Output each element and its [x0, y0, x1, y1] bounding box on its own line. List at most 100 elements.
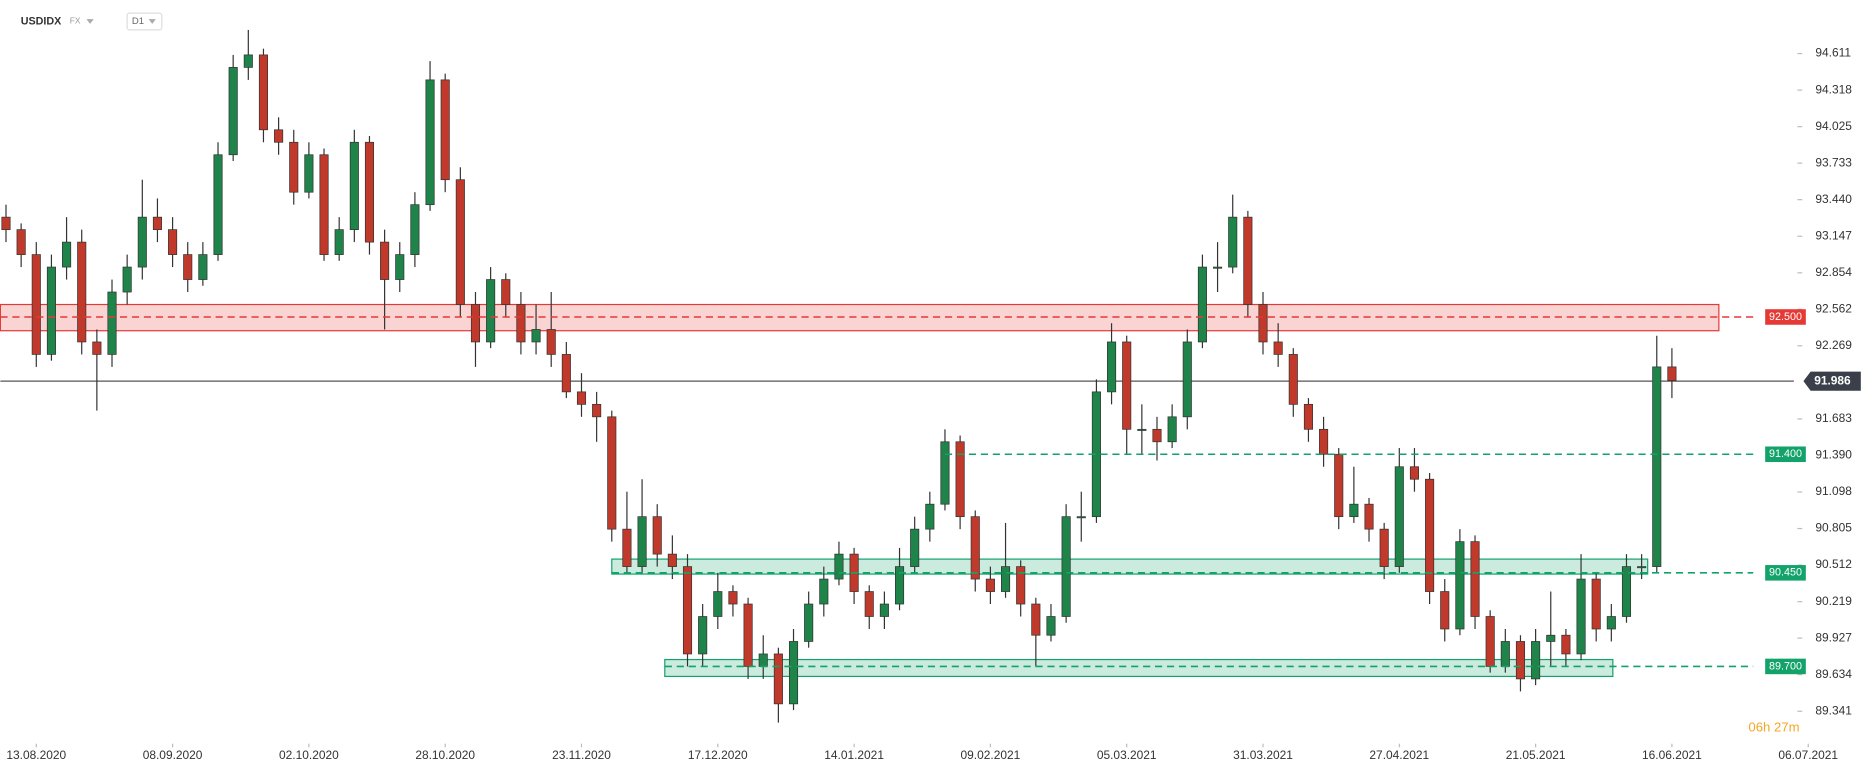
candle-body — [894, 566, 905, 605]
candle-body — [1349, 503, 1359, 518]
x-tick-label: 09.02.2021 — [961, 748, 1021, 762]
x-tick-label: 08.09.2020 — [143, 748, 203, 762]
candle-body — [1394, 466, 1404, 567]
candle-body — [1061, 516, 1071, 617]
y-tick-label: 91.098 — [1815, 484, 1852, 498]
candle-body — [1076, 516, 1086, 519]
candle-body — [652, 516, 662, 555]
level-label-bg — [1765, 309, 1806, 325]
candle-body — [107, 291, 117, 355]
candle-body — [713, 591, 723, 617]
candle-body — [152, 216, 162, 230]
candle-body — [637, 516, 647, 567]
x-tick-label: 16.06.2021 — [1642, 748, 1702, 762]
market: FX — [70, 16, 81, 26]
candle-body — [501, 279, 511, 305]
y-tick-label: 93.733 — [1815, 155, 1852, 169]
candle-body — [137, 216, 147, 268]
x-tick-label: 31.03.2021 — [1233, 748, 1293, 762]
candle-body — [576, 391, 587, 405]
y-tick-label: 90.219 — [1815, 594, 1852, 608]
candle-body — [1001, 566, 1011, 592]
x-tick-label: 28.10.2020 — [415, 748, 475, 762]
market-caret[interactable] — [86, 19, 94, 24]
interval-caret — [148, 19, 156, 24]
candle-body — [77, 241, 87, 343]
candle-body — [62, 241, 72, 268]
candle-body — [773, 653, 783, 705]
candle-body — [1137, 428, 1147, 431]
candle-body — [592, 403, 602, 418]
candle-body — [46, 266, 56, 355]
candle-body — [1197, 266, 1207, 343]
candle-body — [864, 591, 874, 617]
last-price-label: 91.986 — [1814, 373, 1851, 387]
level-label-bg — [1765, 658, 1806, 675]
candle-body — [788, 641, 799, 705]
candle-body — [1228, 216, 1238, 268]
y-tick-label: 91.390 — [1815, 448, 1852, 462]
x-tick-label: 14.01.2021 — [824, 748, 884, 762]
candle-body — [985, 578, 995, 592]
y-tick-label: 94.025 — [1815, 119, 1852, 133]
candle-body — [622, 528, 632, 567]
candle-body — [349, 141, 359, 230]
candle-body — [410, 204, 420, 255]
candle-body — [1470, 541, 1480, 617]
candle-body — [304, 154, 314, 193]
candle-body — [1667, 366, 1677, 381]
candle-body — [758, 653, 768, 667]
candle-body — [380, 241, 390, 280]
candle-body — [1576, 578, 1586, 655]
candle-body — [1455, 541, 1465, 630]
candle-body — [258, 54, 268, 131]
candle-body — [879, 603, 889, 617]
candle-body — [1122, 341, 1132, 430]
candle-body — [1182, 341, 1192, 418]
candle-body — [1303, 403, 1313, 430]
x-tick-label: 13.08.2020 — [6, 748, 66, 762]
candle-body — [1288, 354, 1298, 405]
candle-body — [1591, 578, 1601, 630]
level-label: 91.400 — [1769, 448, 1802, 460]
level-zone — [611, 558, 1649, 575]
candle-body — [682, 566, 693, 655]
candle-body — [1546, 634, 1556, 642]
candle-body — [1046, 616, 1056, 636]
candle-body — [1606, 616, 1616, 630]
candle-body — [1409, 466, 1419, 480]
candle-body — [607, 416, 617, 530]
candle-body — [698, 616, 708, 655]
candle-body — [455, 179, 465, 305]
candle-body — [1, 216, 11, 230]
y-tick-label: 93.440 — [1815, 192, 1852, 206]
candle-body — [561, 354, 571, 393]
candle-body — [16, 229, 26, 255]
candle-body — [743, 603, 753, 667]
level-zone — [0, 303, 1720, 332]
last-price-label-bg — [1803, 371, 1861, 391]
candle-body — [925, 503, 935, 530]
y-tick-label: 89.634 — [1815, 667, 1852, 681]
candle-body — [1440, 591, 1450, 630]
candle-body — [1031, 603, 1041, 636]
candle-body — [213, 154, 223, 255]
candle-body — [819, 578, 829, 605]
candle-body — [1485, 616, 1495, 667]
level-label: 89.700 — [1769, 660, 1802, 672]
interval-select[interactable] — [126, 12, 163, 31]
y-tick-label: 91.683 — [1815, 411, 1852, 425]
candle-body — [92, 341, 102, 355]
candle-body — [1621, 566, 1632, 617]
candle-body — [183, 254, 193, 280]
candle-body — [1273, 341, 1283, 355]
candle-body — [1515, 641, 1526, 680]
x-tick-label: 17.12.2020 — [688, 748, 748, 762]
x-tick-label: 23.11.2020 — [552, 748, 611, 762]
y-tick-label: 90.512 — [1815, 557, 1852, 571]
x-tick-label: 02.10.2020 — [279, 748, 339, 762]
candle-body — [425, 79, 435, 206]
candle-body — [728, 591, 738, 605]
y-tick-label: 94.318 — [1815, 82, 1852, 96]
level-label-bg — [1765, 565, 1806, 581]
